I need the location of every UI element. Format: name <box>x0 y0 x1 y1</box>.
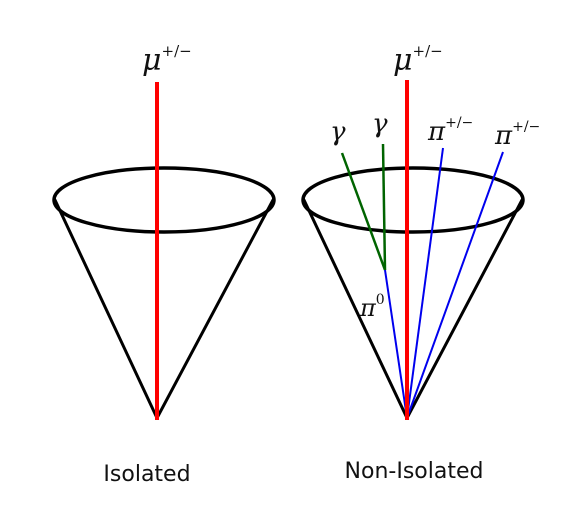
isolated-muon-charge: +/− <box>162 42 192 60</box>
photon-label-left: γ <box>330 117 346 147</box>
isolated-muon-symbol: μ <box>142 43 162 78</box>
charged-pion-symbol-1: π <box>427 117 446 147</box>
isolated-cone-right-edge <box>155 198 275 420</box>
non-isolated-cone-group: μ+/− γ γ π+/− π+/− π0 Non-Isolated <box>301 42 540 484</box>
isolated-muon-label: μ+/− <box>142 42 192 78</box>
neutral-pion-track <box>384 269 408 419</box>
charged-pion-label-1: π+/− <box>427 115 473 147</box>
non-isolated-muon-symbol: μ <box>393 43 413 78</box>
non-isolated-muon-charge: +/− <box>413 42 443 60</box>
charged-pion-track-2 <box>406 151 504 419</box>
isolated-cone-group: μ+/− Isolated <box>52 42 276 487</box>
neutral-pion-label: π0 <box>359 292 385 322</box>
charged-pion-charge-1: +/− <box>445 115 473 131</box>
isolated-cone-rim <box>52 166 276 234</box>
non-isolated-cone-right-edge <box>405 198 524 420</box>
non-isolated-cone-left-edge <box>302 198 409 420</box>
neutral-pion-symbol: π <box>359 294 377 322</box>
non-isolated-caption: Non-Isolated <box>345 459 484 484</box>
neutral-pion-charge: 0 <box>376 292 385 308</box>
photon-label-right: γ <box>372 109 388 139</box>
photon-track-right <box>381 143 387 271</box>
isolated-caption: Isolated <box>103 462 190 487</box>
photon-track-left <box>340 152 387 271</box>
charged-pion-charge-2: +/− <box>512 119 540 135</box>
isolated-cone-left-edge <box>53 198 159 420</box>
non-isolated-muon-label: μ+/− <box>393 42 443 78</box>
non-isolated-cone-rim <box>301 166 525 234</box>
charged-pion-symbol-2: π <box>494 121 513 151</box>
charged-pion-track-1 <box>406 147 444 419</box>
charged-pion-label-2: π+/− <box>494 119 540 151</box>
